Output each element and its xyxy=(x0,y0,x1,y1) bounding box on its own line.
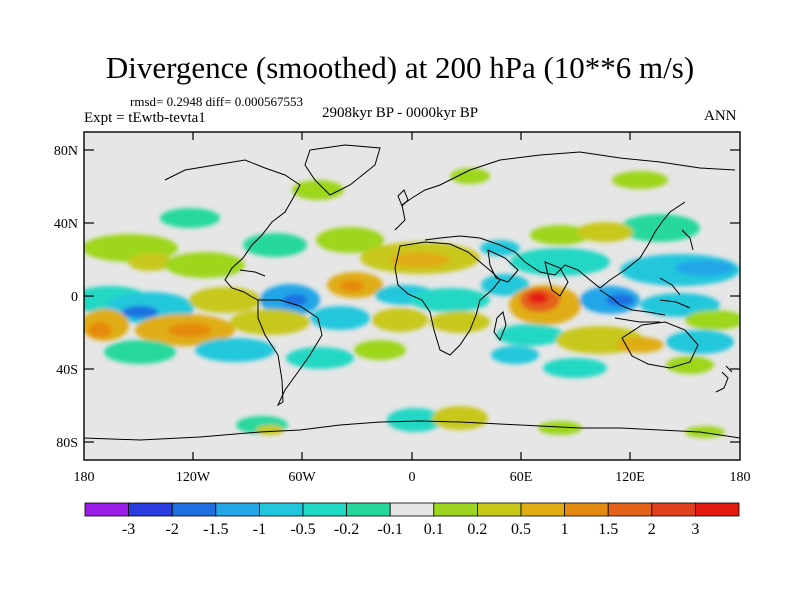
colorbar-label: 0.2 xyxy=(467,521,487,538)
coastlines xyxy=(84,144,740,441)
lat-label-80s: 80S xyxy=(56,436,78,451)
colorbar-box xyxy=(695,502,740,517)
lon-label-60e: 60E xyxy=(510,470,533,485)
colorbar-box xyxy=(607,502,653,517)
lat-label-0: 0 xyxy=(71,290,78,305)
lon-ticks xyxy=(192,132,631,460)
colorbar-box xyxy=(346,502,391,517)
colorbar-label: -3 xyxy=(122,521,135,538)
lon-label-180w: 180 xyxy=(74,470,95,485)
lat-label-80n: 80N xyxy=(54,144,78,159)
colorbar-box xyxy=(476,502,522,517)
stats-text: rmsd= 0.2948 diff= 0.000567553 xyxy=(130,94,303,109)
lon-label-60w: 60W xyxy=(288,470,316,485)
colorbar-label: -0.2 xyxy=(334,521,359,538)
colorbar-box xyxy=(258,502,304,517)
colorbar-box xyxy=(128,502,173,517)
lon-label-120w: 120W xyxy=(176,470,211,485)
colorbar-box xyxy=(171,502,217,517)
colorbar-box xyxy=(564,502,609,517)
period-label: 2908kyr BP - 0000kyr BP xyxy=(322,105,479,121)
colorbar-label: -0.1 xyxy=(378,521,403,538)
colorbar-label: 1.5 xyxy=(598,521,618,538)
lat-label-40s: 40S xyxy=(56,363,78,378)
colorbar-label: 3 xyxy=(691,521,699,538)
plot-title: Divergence (smoothed) at 200 hPa (10**6 … xyxy=(105,50,695,85)
colorbar-label: 0.5 xyxy=(511,521,531,538)
colorbar-box xyxy=(84,502,129,517)
colorbar-label: -1.5 xyxy=(203,521,228,538)
colorbar-box xyxy=(520,502,565,517)
colorbar-label: -2 xyxy=(166,521,179,538)
colorbar-labels: -3 -2 -1.5 -1 -0.5 -0.2 -0.1 0.1 0.2 0.5 1 1.5 2 3 xyxy=(122,521,699,538)
lat-ticks xyxy=(84,149,740,443)
colorbar xyxy=(84,502,740,517)
lon-label-120e: 120E xyxy=(615,470,645,485)
colorbar-label: 1 xyxy=(561,521,569,538)
colorbar-box xyxy=(215,502,260,517)
colorbar-box xyxy=(389,502,435,517)
experiment-label: Expt = tEwtb-tevta1 xyxy=(84,110,206,126)
lon-label-180e: 180 xyxy=(730,470,751,485)
colorbar-label: -1 xyxy=(253,521,266,538)
colorbar-label: -0.5 xyxy=(290,521,315,538)
divergence-field xyxy=(84,168,740,438)
colorbar-label: 0.1 xyxy=(424,521,444,538)
colorbar-box xyxy=(433,502,478,517)
lon-label-0: 0 xyxy=(409,470,416,485)
colorbar-label: 2 xyxy=(648,521,656,538)
lat-label-40n: 40N xyxy=(54,217,78,232)
colorbar-box xyxy=(651,502,696,517)
colorbar-box xyxy=(302,502,347,517)
season-label: ANN xyxy=(704,108,737,124)
